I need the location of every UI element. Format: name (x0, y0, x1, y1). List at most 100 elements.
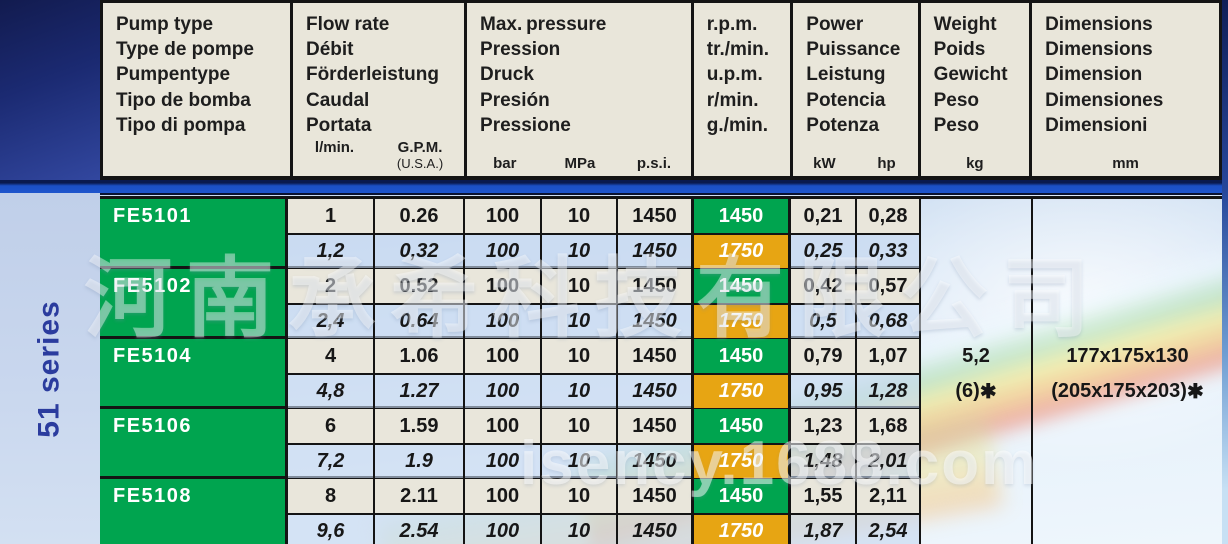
cell-hp: 1,07 (855, 339, 919, 373)
header-label-pump_type-3: Tipo de bomba (116, 89, 251, 111)
header-label-rpm-0: r.p.m. (706, 14, 758, 35)
blue-divider-band (0, 180, 1228, 195)
cell-lmin: 6 (288, 409, 373, 443)
unit-weight-0: kg (921, 156, 1029, 172)
header-col-power: Power Puissance Leistung Potencia Potenza kW h… (790, 3, 917, 176)
cell-psi: 1450 (616, 409, 691, 443)
header-label-max_pressure-3: Presión (480, 89, 550, 111)
cell-mpa: 10 (540, 235, 616, 268)
cell-bar: 100 (463, 235, 540, 268)
cell-bar: 100 (463, 305, 540, 338)
unit-label: kW (813, 155, 836, 172)
header-col-max_pressure: Max. pressure Pression Druck Presión Pressio… (464, 3, 691, 176)
table-row: 7,2 1.9 100 10 1450 1750 1,48 2,01 (288, 445, 919, 478)
dimensions-value: (205x175x203) ✱ (1051, 380, 1204, 403)
cell-kw: 0,5 (791, 305, 855, 338)
cell-rpm: 1750 (691, 445, 791, 478)
cell-lmin: 2 (288, 269, 373, 303)
cell-gpm: 2.54 (373, 515, 463, 544)
cell-rpm: 1450 (691, 199, 791, 233)
spec-table-header: Pump type Type de pompe Pumpentype Tipo de … (100, 0, 1222, 180)
dimensions-merged-cell (1031, 269, 1222, 339)
cell-mpa: 10 (540, 479, 616, 513)
header-label-dimensions-0: Dimensions (1045, 14, 1153, 35)
table-row: 1,2 0,32 100 10 1450 1750 0,25 0,33 (288, 235, 919, 268)
cell-bar: 100 (463, 269, 540, 303)
unit-label: mm (1112, 155, 1139, 172)
dimensions-value (1033, 199, 1222, 234)
weight-merged-cell (919, 479, 1031, 544)
table-row: 1 0.26 100 10 1450 1450 0,21 0,28 (288, 199, 919, 235)
header-label-rpm-3: r/min. (706, 89, 759, 111)
cell-kw: 0,42 (791, 269, 855, 303)
dimensions-merged-cell (1031, 199, 1222, 269)
header-label-rpm-4: g./min. (706, 114, 769, 136)
cell-psi: 1450 (616, 339, 691, 373)
weight-merged-cell (919, 269, 1031, 339)
series-label: 51 series (33, 299, 67, 438)
header-label-weight-0: Weight (933, 14, 997, 35)
cell-kw: 0,95 (791, 375, 855, 408)
table-row: 6 1.59 100 10 1450 1450 1,23 1,68 (288, 409, 919, 445)
cell-psi: 1450 (616, 235, 691, 268)
right-edge-strip (1222, 0, 1228, 544)
header-label-flow_rate-1: Débit (305, 39, 354, 61)
cell-rpm: 1450 (691, 409, 791, 443)
cell-hp: 1,68 (855, 409, 919, 443)
cell-rpm: 1750 (691, 375, 791, 408)
unit-sub-label: (U.S.A.) (396, 156, 444, 171)
cell-rpm: 1450 (691, 269, 791, 303)
header-units-flow_rate: l/min. G.P.M. (U.S.A.) (293, 140, 464, 172)
cell-rpm: 1750 (691, 515, 791, 544)
cell-hp: 0,57 (855, 269, 919, 303)
pump-group: FE5108 8 2.11 100 10 1450 1450 1,55 2,11 9,6 2.54 1… (100, 479, 1222, 544)
table-row: 2 0.52 100 10 1450 1450 0,42 0,57 (288, 269, 919, 305)
series-sidebar: 51 series (0, 193, 100, 544)
cell-psi: 1450 (616, 375, 691, 408)
header-label-power-2: Leistung (806, 64, 886, 86)
cell-rpm: 1750 (691, 305, 791, 338)
dimensions-value (1033, 514, 1222, 544)
header-label-flow_rate-0: Flow rate (305, 14, 390, 35)
cell-gpm: 1.27 (373, 375, 463, 408)
cell-lmin: 1,2 (288, 235, 373, 268)
header-label-weight-3: Peso (933, 89, 980, 111)
header-label-weight-4: Peso (933, 114, 980, 136)
cell-hp: 0,33 (855, 235, 919, 268)
cell-hp: 0,28 (855, 199, 919, 233)
header-units-power: kW hp (793, 156, 917, 172)
header-label-pump_type-4: Tipo di pompa (116, 114, 246, 136)
header-label-max_pressure-4: Pressione (480, 114, 571, 136)
pump-group: FE5106 6 1.59 100 10 1450 1450 1,23 1,68 7,2 1.9 10… (100, 409, 1222, 479)
cell-hp: 0,68 (855, 305, 919, 338)
cell-kw: 0,79 (791, 339, 855, 373)
cell-psi: 1450 (616, 515, 691, 544)
cell-gpm: 0.52 (373, 269, 463, 303)
asterisk-mark: ✱ (1186, 381, 1204, 403)
weight-value (921, 234, 1031, 269)
cell-mpa: 10 (540, 445, 616, 478)
unit-dimensions-0: mm (1032, 156, 1219, 172)
cell-bar: 100 (463, 409, 540, 443)
cell-lmin: 9,6 (288, 515, 373, 544)
header-label-dimensions-4: Dimensioni (1045, 114, 1148, 136)
top-left-navy-corner (0, 0, 100, 180)
cell-gpm: 2.11 (373, 479, 463, 513)
pump-group: FE5101 1 0.26 100 10 1450 1450 0,21 0,28 1,2 0,32 1… (100, 199, 1222, 269)
cell-mpa: 10 (540, 375, 616, 408)
unit-max_pressure-2: p.s.i. (617, 156, 691, 172)
header-units-dimensions: mm (1032, 156, 1219, 172)
unit-label: MPa (564, 155, 596, 172)
spec-table-body: FE5101 1 0.26 100 10 1450 1450 0,21 0,28 1,2 0,32 1… (100, 196, 1222, 544)
unit-max_pressure-1: MPa (543, 156, 618, 172)
cell-lmin: 1 (288, 199, 373, 233)
header-col-flow_rate: Flow rate Débit Förderleistung Caudal Portat… (289, 3, 464, 176)
dimensions-value (1033, 444, 1222, 479)
cell-psi: 1450 (616, 269, 691, 303)
cell-rpm: 1750 (691, 235, 791, 268)
cell-kw: 1,55 (791, 479, 855, 513)
weight-merged-cell (919, 409, 1031, 479)
cell-gpm: 1.59 (373, 409, 463, 443)
cell-hp: 2,01 (855, 445, 919, 478)
dimensions-value (1033, 479, 1222, 514)
